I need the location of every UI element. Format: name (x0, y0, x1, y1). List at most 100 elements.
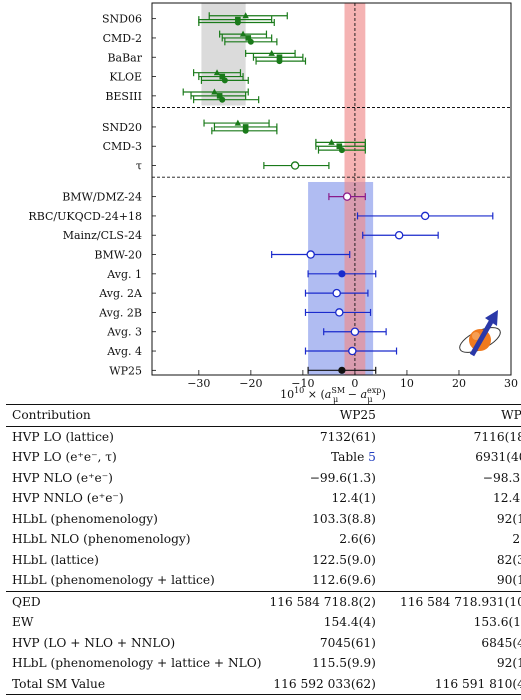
row-label: BMW/DMZ-24 (62, 191, 142, 204)
table-row: HLbL (phenomenology + lattice + NLO) 115.… (6, 653, 521, 674)
data-point (234, 119, 242, 126)
row-label: Avg. 2B (98, 306, 142, 319)
comparison-chart: SND06 CMD-2 BaBar KLOE BESIII SND20 CMD-3 τ BMW/… (28, 2, 518, 404)
wp20-cell: 92(18) (496, 656, 521, 671)
table-row: HVP LO (lattice) 7132(61) 7116(184) (6, 426, 521, 447)
wp25-cell: Table 5 (330, 450, 376, 465)
row-label: BMW-20 (94, 249, 142, 262)
wp25-cell: 103.3(8.8) (312, 511, 376, 526)
data-point (247, 38, 254, 45)
row-label-cell: HVP NLO (e⁺e⁻) (12, 470, 113, 485)
row-label: τ (136, 160, 142, 173)
row-label: BaBar (107, 51, 142, 64)
row-label-cell: HVP LO (e⁺e⁻, τ) (12, 450, 117, 465)
row-label: Avg. 4 (106, 345, 142, 358)
data-point (336, 143, 343, 150)
data-point (242, 127, 249, 134)
data-point (239, 30, 247, 37)
data-point (338, 270, 346, 278)
data-point (348, 346, 357, 356)
wp25-cell: 2.6(6) (339, 532, 376, 547)
x-tick-label: 30 (504, 377, 518, 390)
wp20-cell: −98.3(7) (482, 470, 521, 485)
wp20-cell: 116 591 810(43) (395, 673, 521, 695)
row-label-cell: HLbL (phenomenology) (12, 511, 158, 526)
table-row: HLbL (phenomenology) 103.3(8.8) 92(19) (6, 509, 521, 530)
row-label: WP25 (109, 364, 142, 377)
row-label: RBC/UKQCD-24+18 (28, 210, 142, 223)
wp25-cell: 112.6(9.6) (312, 573, 376, 588)
data-point (338, 366, 346, 374)
table-row: HLbL NLO (phenomenology) 2.6(6) 2(1) (6, 529, 521, 550)
row-label: Avg. 2A (98, 287, 143, 300)
row-label-cell: HLbL (phenomenology + lattice) (12, 573, 215, 588)
bands-layer (201, 3, 374, 375)
data-point (219, 96, 226, 103)
data-point (245, 35, 252, 41)
table-row: HLbL (lattice) 122.5(9.0) 82(35) (6, 550, 521, 571)
data-point (332, 288, 341, 298)
wp25-cell: −99.6(1.3) (309, 470, 376, 485)
row-label: KLOE (109, 71, 142, 84)
row-label: Avg. 3 (106, 326, 142, 339)
data-point (216, 93, 223, 99)
wp25-cell: 7132(61) (319, 429, 376, 444)
x-tick-label: 10 (400, 377, 414, 390)
data-point (242, 12, 249, 19)
table-row: HVP NNLO (e⁺e⁻) 12.4(1) 12.4(1) (6, 488, 521, 509)
row-label: SND20 (102, 121, 142, 134)
data-point (394, 230, 404, 240)
row-label-cell: HLbL NLO (phenomenology) (12, 532, 191, 547)
wp25-cell: 12.4(1) (331, 491, 376, 506)
data-point (268, 49, 275, 56)
wp25-cell: 7045(61) (319, 635, 376, 650)
x-axis: −30 −20 −10 0 10 20 30 (151, 2, 518, 390)
row-label-cell: EW (12, 615, 34, 630)
wp25-cell: 115.5(9.9) (312, 656, 376, 671)
table-row: EW 154.4(4) 153.6(1.0) (6, 612, 521, 633)
row-label-cell: HLbL (phenomenology + lattice + NLO) (12, 656, 262, 671)
wp20-cell: 82(35) (496, 552, 521, 567)
row-label-cell: HLbL (lattice) (12, 552, 99, 567)
data-point (342, 192, 352, 201)
wp20-cell: 6931(40)* (475, 450, 521, 465)
row-label-cell: Total SM Value (6, 673, 266, 695)
wp20-cell: 153.6(1.0) (473, 615, 521, 630)
data-point (328, 138, 335, 145)
x-axis-label: 1010 × (aSM μ − aexp μ) (280, 386, 386, 404)
column-header-wp20: WP20 (395, 404, 521, 427)
row-label: BESIII (105, 90, 142, 103)
table-row: Total SM Value 116 592 033(62) 116 591 810… (6, 673, 521, 695)
row-label: SND06 (102, 13, 142, 26)
x-tick-label: 20 (452, 377, 466, 390)
table-row: HVP (LO + NLO + NNLO) 7045(61) 6845(40) (6, 633, 521, 654)
data-point (276, 54, 283, 61)
wp20-cell: 92(19) (496, 511, 521, 526)
table-reference-link[interactable]: 5 (368, 450, 376, 465)
wp25-cell: 154.4(4) (323, 615, 376, 630)
plot-frame (151, 2, 512, 376)
wp25-cell: 122.5(9.0) (312, 552, 376, 567)
wp20-cell: 90(17) (496, 573, 521, 588)
data-point (335, 308, 344, 317)
wp20-cell: 116 584 718.931(104) (395, 590, 521, 612)
wp25-cell: 116 584 718.8(2) (265, 590, 396, 612)
table-row: HLbL (phenomenology + lattice) 112.6(9.6)… (6, 570, 521, 591)
row-label: CMD-2 (103, 32, 142, 45)
data-point (306, 250, 315, 259)
table-row: HVP LO (e⁺e⁻, τ) Table 5 6931(40)* (6, 447, 521, 468)
x-tick-label: −30 (187, 377, 210, 390)
data-point (221, 77, 228, 84)
data-point (338, 147, 345, 154)
muon-spin-icon (459, 310, 501, 357)
contributions-table: Contribution WP25 WP20 HVP LO (lattice) 7… (6, 404, 521, 695)
table-row: HVP NLO (e⁺e⁻) −99.6(1.3) −98.3(7) (6, 468, 521, 489)
table-header-row: Contribution WP25 WP20 (6, 404, 521, 427)
wp20-cell: 12.4(1) (492, 491, 521, 506)
data-point (219, 73, 226, 80)
row-labels: SND06 CMD-2 BaBar KLOE BESIII SND20 CMD-3 τ BMW/… (28, 13, 143, 378)
x-tick-label: 0 (351, 377, 358, 390)
wp25-cell: 116 592 033(62) (265, 673, 396, 695)
x-tick-label: −10 (291, 377, 314, 390)
